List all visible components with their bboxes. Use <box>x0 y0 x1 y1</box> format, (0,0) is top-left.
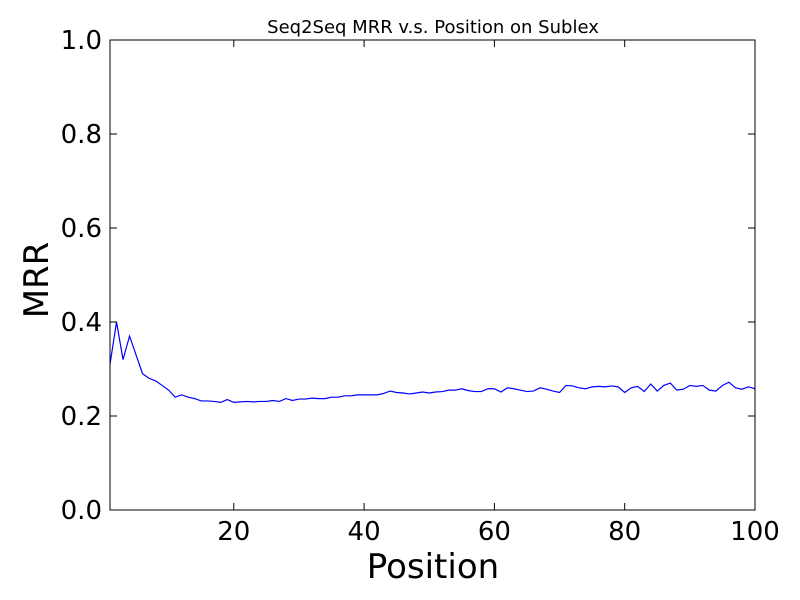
plot-area: 20 40 60 80 100 0.0 0.2 0.4 0.6 0.8 1.0 <box>61 26 780 547</box>
x-tick-label: 40 <box>348 517 381 547</box>
y-tick-label: 0.0 <box>61 496 102 526</box>
series-line-0 <box>109 321 756 403</box>
chart-title: Seq2Seq MRR v.s. Position on Sublex <box>267 17 599 38</box>
y-tick-label: 0.2 <box>61 402 102 432</box>
x-tick-label: 80 <box>608 517 641 547</box>
x-axis-label: Position <box>367 547 499 587</box>
y-tick-label: 1.0 <box>61 26 102 56</box>
x-tick-label: 60 <box>478 517 511 547</box>
plot-frame <box>109 39 756 511</box>
y-tick-label: 0.6 <box>61 214 102 244</box>
y-tick-label: 0.8 <box>61 120 102 150</box>
x-tick-label: 20 <box>217 517 250 547</box>
y-tick-label: 0.4 <box>61 308 102 338</box>
x-tick-label: 100 <box>730 517 780 547</box>
y-axis-label: MRR <box>17 242 57 319</box>
